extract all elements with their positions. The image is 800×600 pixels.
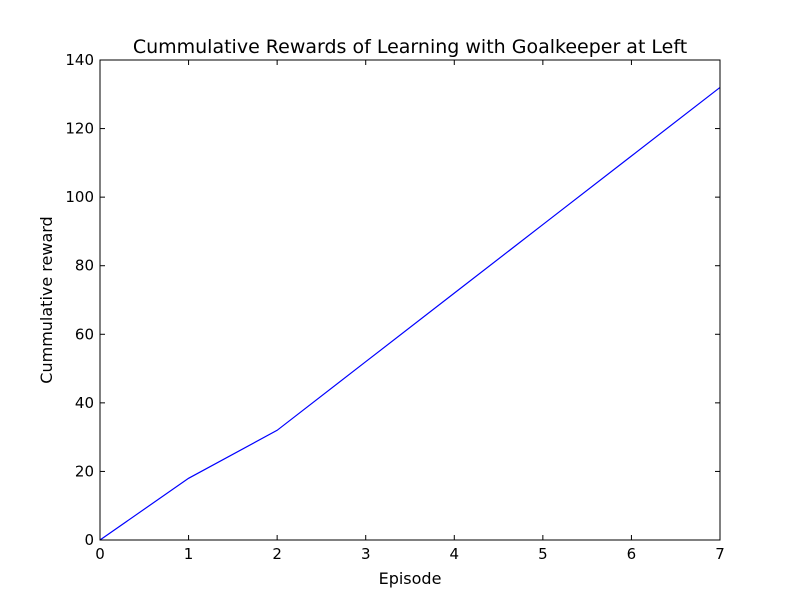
plot-area: 0 1 2 3 4 5 6 7 0 20 40 60 80 100 120 140 [65, 51, 724, 563]
x-tick-label-1: 1 [184, 545, 194, 563]
axes-frame [99, 59, 721, 541]
y-tick-label-7: 140 [65, 51, 94, 69]
y-tick-label-2: 40 [75, 394, 94, 412]
y-tick-label-4: 80 [75, 257, 94, 275]
x-tick-label-7: 7 [715, 545, 725, 563]
y-tick-label-6: 120 [65, 120, 94, 138]
y-tick-label-0: 0 [84, 531, 94, 549]
y-tick-label-3: 60 [75, 325, 94, 343]
y-axis-label: Cummulative reward [37, 216, 56, 383]
x-tick-label-0: 0 [95, 545, 105, 563]
x-tick-label-5: 5 [538, 545, 548, 563]
x-tick-label-4: 4 [450, 545, 460, 563]
series-line-0 [99, 86, 721, 541]
y-tick-label-5: 100 [65, 188, 94, 206]
x-tick-label-3: 3 [361, 545, 371, 563]
x-tick-label-6: 6 [627, 545, 637, 563]
x-tick-label-2: 2 [272, 545, 282, 563]
y-tick-label-1: 20 [75, 462, 94, 480]
x-axis-label: Episode [379, 569, 442, 588]
chart-title: Cummulative Rewards of Learning with Goa… [133, 36, 687, 58]
